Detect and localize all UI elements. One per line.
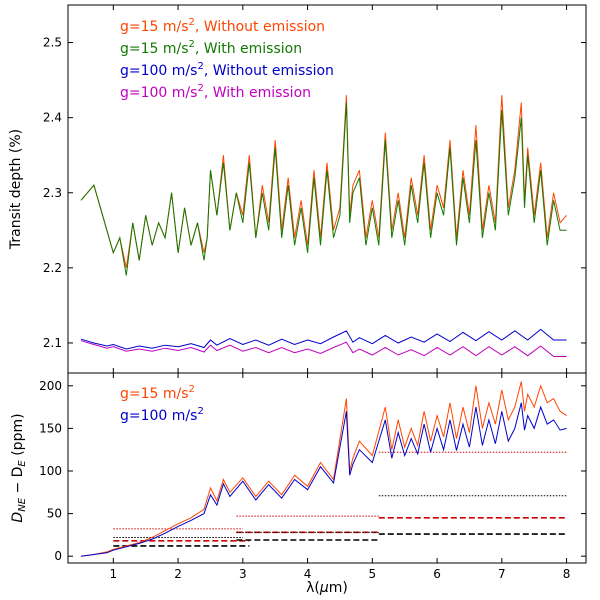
legend-main: g=15 m/s — [120, 386, 189, 402]
top-y-tick-label: 2.3 — [43, 186, 62, 200]
legend-main: g=15 m/s — [120, 41, 189, 57]
top-y-tick-label: 2.1 — [43, 336, 62, 350]
ylabel-d1: D — [10, 512, 26, 523]
bottom-x-tick-label: 6 — [433, 567, 441, 581]
legend-sup: 2 — [197, 406, 203, 417]
bottom-x-tick-label: 1 — [110, 567, 118, 581]
bottom-series-group — [80, 381, 567, 557]
legend-rest: , With emission — [195, 41, 302, 57]
legend-sup: 2 — [197, 61, 203, 72]
bottom-x-tick-label: 2 — [174, 567, 182, 581]
ylabel-sub-ne: NE — [17, 497, 28, 511]
bottom-panel: 0 50 100 150 200 1 2 3 4 5 6 7 8 DNE − DE (ppm) λ(μ… — [10, 372, 587, 596]
ylabel-minus-d: − D — [10, 467, 26, 498]
xlabel-lambda: λ( — [306, 580, 320, 596]
bottom-y-axis-label: DNE − DE (ppm) — [10, 413, 28, 522]
top-legend-entry-3: g=100 m/s2, With emission — [120, 83, 311, 101]
top-x-ticks — [112, 5, 568, 373]
bottom-x-tick-label: 7 — [498, 567, 506, 581]
bottom-y-tick-label: 150 — [39, 421, 62, 435]
top-series-group — [80, 95, 567, 357]
bottom-x-tick-label: 5 — [369, 567, 377, 581]
top-plot-frame — [67, 4, 587, 374]
bottom-y-tick-label: 0 — [54, 549, 62, 563]
bottom-x-tick-label: 4 — [304, 567, 312, 581]
legend-rest: , Without emission — [195, 19, 325, 35]
bottom-legend-entry-0: g=15 m/s2 — [120, 384, 195, 402]
legend-main: g=100 m/s — [120, 408, 197, 424]
bottom-legend-entry-1: g=100 m/s2 — [120, 406, 204, 424]
top-legend-entry-1: g=15 m/s2, With emission — [120, 39, 302, 57]
legend-main: g=100 m/s — [120, 63, 197, 79]
bottom-y-tick-label: 50 — [47, 507, 62, 521]
legend-rest: , Without emission — [204, 63, 334, 79]
top-legend-entry-0: g=15 m/s2, Without emission — [120, 17, 325, 35]
bottom-x-ticks: 1 2 3 4 5 6 7 8 — [110, 373, 571, 581]
ylabel-sub-e: E — [17, 460, 28, 467]
bottom-series-line-0 — [80, 381, 567, 557]
top-series-line-0 — [80, 95, 567, 269]
legend-rest: , With emission — [204, 85, 311, 101]
bottom-y-tick-label: 200 — [39, 379, 62, 393]
legend-sup: 2 — [197, 83, 203, 94]
top-series-line-1 — [80, 102, 567, 276]
legend-sup: 2 — [189, 384, 195, 395]
top-panel: 2.1 2.2 2.3 2.4 2.5 Transit depth (%) g=15 m… — [8, 4, 587, 374]
bottom-x-axis-label: λ(μm) — [306, 580, 348, 596]
top-series-line-3 — [80, 340, 567, 357]
top-series-line-2 — [80, 328, 567, 350]
bottom-x-tick-label: 3 — [239, 567, 247, 581]
top-legend-entry-2: g=100 m/s2, Without emission — [120, 61, 334, 79]
top-y-tick-label: 2.2 — [43, 261, 62, 275]
bottom-reference-lines — [113, 451, 567, 547]
legend-main: g=100 m/s — [120, 85, 197, 101]
bottom-y-ticks: 0 50 100 150 200 — [39, 379, 586, 563]
legend-sup: 2 — [189, 17, 195, 28]
bottom-y-tick-label: 100 — [39, 464, 62, 478]
xlabel-unit: m) — [329, 580, 348, 596]
legend-sup: 2 — [189, 39, 195, 50]
ylabel-unit: (ppm) — [10, 413, 26, 460]
top-y-tick-label: 2.5 — [43, 36, 62, 50]
legend-main: g=15 m/s — [120, 19, 189, 35]
top-y-ticks: 2.1 2.2 2.3 2.4 2.5 — [43, 36, 586, 350]
bottom-legend: g=15 m/s2g=100 m/s2 — [120, 384, 204, 424]
top-y-tick-label: 2.4 — [43, 111, 62, 125]
bottom-plot-frame — [67, 372, 587, 564]
bottom-x-tick-label: 8 — [563, 567, 571, 581]
bottom-series-line-1 — [80, 402, 567, 557]
xlabel-mu: μ — [319, 580, 329, 596]
top-y-axis-label: Transit depth (%) — [8, 129, 24, 250]
